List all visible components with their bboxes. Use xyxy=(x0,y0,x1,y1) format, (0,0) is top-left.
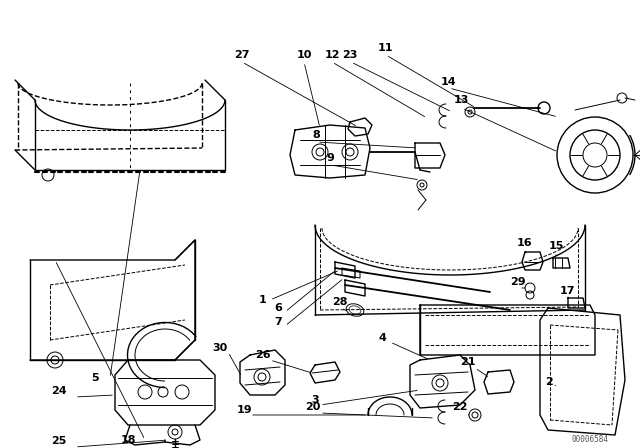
Text: 5: 5 xyxy=(91,373,99,383)
Text: 00006584: 00006584 xyxy=(572,435,609,444)
Text: 24: 24 xyxy=(51,386,67,396)
Text: 29: 29 xyxy=(510,277,526,287)
Text: 11: 11 xyxy=(377,43,393,53)
Text: 12: 12 xyxy=(324,50,340,60)
Text: 21: 21 xyxy=(460,357,476,367)
Text: 2: 2 xyxy=(545,377,553,387)
Text: 14: 14 xyxy=(440,77,456,87)
Text: 1: 1 xyxy=(259,295,267,305)
Text: 19: 19 xyxy=(236,405,252,415)
Text: 27: 27 xyxy=(234,50,250,60)
Text: 4: 4 xyxy=(378,333,386,343)
Text: 3: 3 xyxy=(311,395,319,405)
Text: 17: 17 xyxy=(559,286,575,296)
Text: 28: 28 xyxy=(332,297,348,307)
Text: 25: 25 xyxy=(51,436,67,446)
Text: 7: 7 xyxy=(274,317,282,327)
Text: 23: 23 xyxy=(342,50,358,60)
Text: 8: 8 xyxy=(312,130,320,140)
Text: 15: 15 xyxy=(548,241,564,251)
Text: 13: 13 xyxy=(453,95,468,105)
Text: 22: 22 xyxy=(452,402,468,412)
Text: 6: 6 xyxy=(274,303,282,313)
Text: 30: 30 xyxy=(212,343,228,353)
Text: 10: 10 xyxy=(296,50,312,60)
Text: 26: 26 xyxy=(255,350,271,360)
Text: 18: 18 xyxy=(120,435,136,445)
Text: 20: 20 xyxy=(305,402,321,412)
Text: 9: 9 xyxy=(326,153,334,163)
Text: 16: 16 xyxy=(517,238,533,248)
